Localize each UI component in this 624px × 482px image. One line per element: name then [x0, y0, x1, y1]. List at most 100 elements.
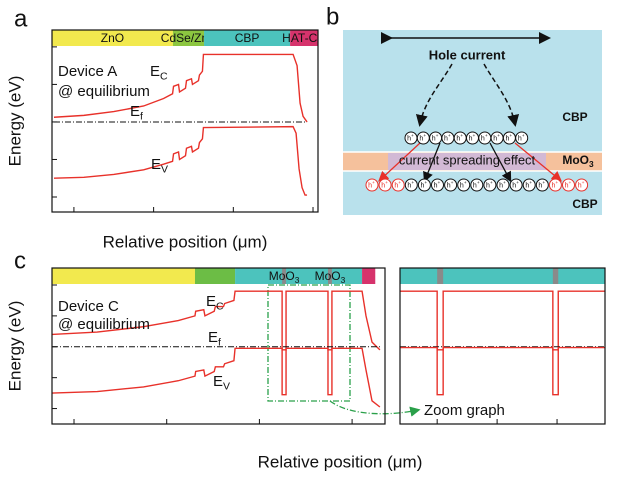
plot-frame: [51, 267, 386, 425]
hole-label: h+: [538, 181, 545, 189]
text-sup: +: [477, 181, 480, 186]
text-main: h: [368, 182, 372, 189]
hole: [522, 178, 536, 192]
text-main: h: [481, 135, 485, 142]
layer-label: CBP: [235, 31, 260, 45]
text-sup: +: [460, 134, 463, 139]
hole-label: h+: [552, 181, 559, 189]
text-sup: +: [490, 181, 493, 186]
text-sup: +: [424, 181, 427, 186]
text-main: h: [381, 182, 385, 189]
text-main: h: [525, 182, 529, 189]
hole: [378, 178, 392, 192]
spread-arrow: [378, 142, 421, 182]
text-main: h: [407, 182, 411, 189]
band-label: EV: [213, 373, 230, 393]
text-sub: 3: [341, 275, 346, 285]
hole-label: h+: [512, 181, 519, 189]
band-line: [53, 53, 308, 123]
hole: [562, 178, 575, 192]
hole-label: h+: [565, 181, 572, 189]
layer-band: [52, 268, 195, 284]
zoom-arrow: [329, 400, 421, 417]
hole-label: h+: [368, 181, 375, 189]
text-main: h: [565, 182, 569, 189]
hole-label: h+: [486, 181, 493, 189]
hole: [496, 178, 510, 192]
hole-label: h+: [381, 181, 388, 189]
text-sup: +: [485, 134, 488, 139]
panel-label: a: [14, 5, 28, 32]
text-main: MoO: [269, 269, 295, 283]
hole: [365, 178, 379, 192]
annotation: @ equilibrium: [58, 83, 150, 100]
layer-band: [194, 268, 236, 284]
band-line: [400, 290, 605, 351]
band-line: [52, 347, 381, 408]
text-main: h: [578, 182, 582, 189]
text-main: h: [419, 135, 423, 142]
hole-label: h+: [447, 181, 454, 189]
text-sub: V: [223, 381, 230, 393]
hole-arrow: [415, 63, 453, 127]
hole: [404, 178, 418, 192]
hole: [417, 178, 431, 192]
layer-band: [327, 268, 332, 284]
text-main: E: [130, 103, 140, 120]
text-main: h: [394, 182, 398, 189]
plot-area: [400, 268, 605, 396]
x-axis-label: Relative position (μm): [258, 452, 423, 471]
text-main: h: [499, 182, 503, 189]
band-label: EC: [206, 293, 224, 313]
text-main: h: [506, 135, 510, 142]
plot-frame: [51, 29, 319, 213]
text-main: E: [213, 373, 223, 390]
text-sup: +: [497, 134, 500, 139]
text-main: E: [206, 293, 216, 310]
band-line: [400, 346, 605, 396]
layer-label: HAT-CN: [282, 31, 326, 45]
plot-area: ZnO CdSe/ZnS CBP HAT-CN: [52, 30, 326, 196]
annotation: @ equilibrium: [58, 316, 150, 333]
effect-label: current spreading effect: [399, 152, 536, 167]
band-line: [52, 290, 381, 351]
text-sup: +: [569, 181, 572, 186]
layer-band: [204, 30, 291, 46]
text-sup: +: [542, 181, 545, 186]
hole: [515, 131, 529, 145]
hole: [431, 178, 444, 192]
hole-label: h+: [421, 181, 428, 189]
text-sup: +: [411, 134, 414, 139]
annotation: Device C: [58, 298, 119, 315]
text-sup: +: [473, 134, 476, 139]
text-sup: +: [555, 181, 558, 186]
text-main: h: [518, 135, 522, 142]
spread-arrow: [489, 142, 512, 183]
spreading-highlight: [388, 153, 546, 170]
text-sub: V: [161, 164, 168, 176]
annotation: Device A: [58, 63, 117, 80]
text-sub: 3: [589, 159, 594, 169]
y-axis-label: Energy (eV): [5, 76, 24, 167]
annotation: Zoom graph: [424, 402, 505, 419]
hole-arrow: [483, 63, 520, 127]
text-sup: +: [385, 181, 388, 186]
text-sup: +: [423, 134, 426, 139]
hole-label: h+: [456, 134, 463, 142]
hole: [457, 178, 471, 192]
panel-label: c: [14, 247, 26, 274]
hole-label: h+: [525, 181, 532, 189]
text-sub: C: [216, 301, 224, 313]
text-main: E: [150, 63, 160, 80]
hole-label: h+: [394, 181, 401, 189]
text-sub: 3: [295, 275, 300, 285]
text-sup: +: [529, 181, 532, 186]
text-main: h: [469, 135, 473, 142]
hole: [535, 178, 549, 192]
text-sup: +: [436, 134, 439, 139]
hole-label: h+: [518, 134, 525, 142]
hole-label: h+: [506, 134, 513, 142]
text-sup: +: [522, 134, 525, 139]
text-sup: +: [438, 181, 441, 186]
text-main: h: [473, 182, 477, 189]
